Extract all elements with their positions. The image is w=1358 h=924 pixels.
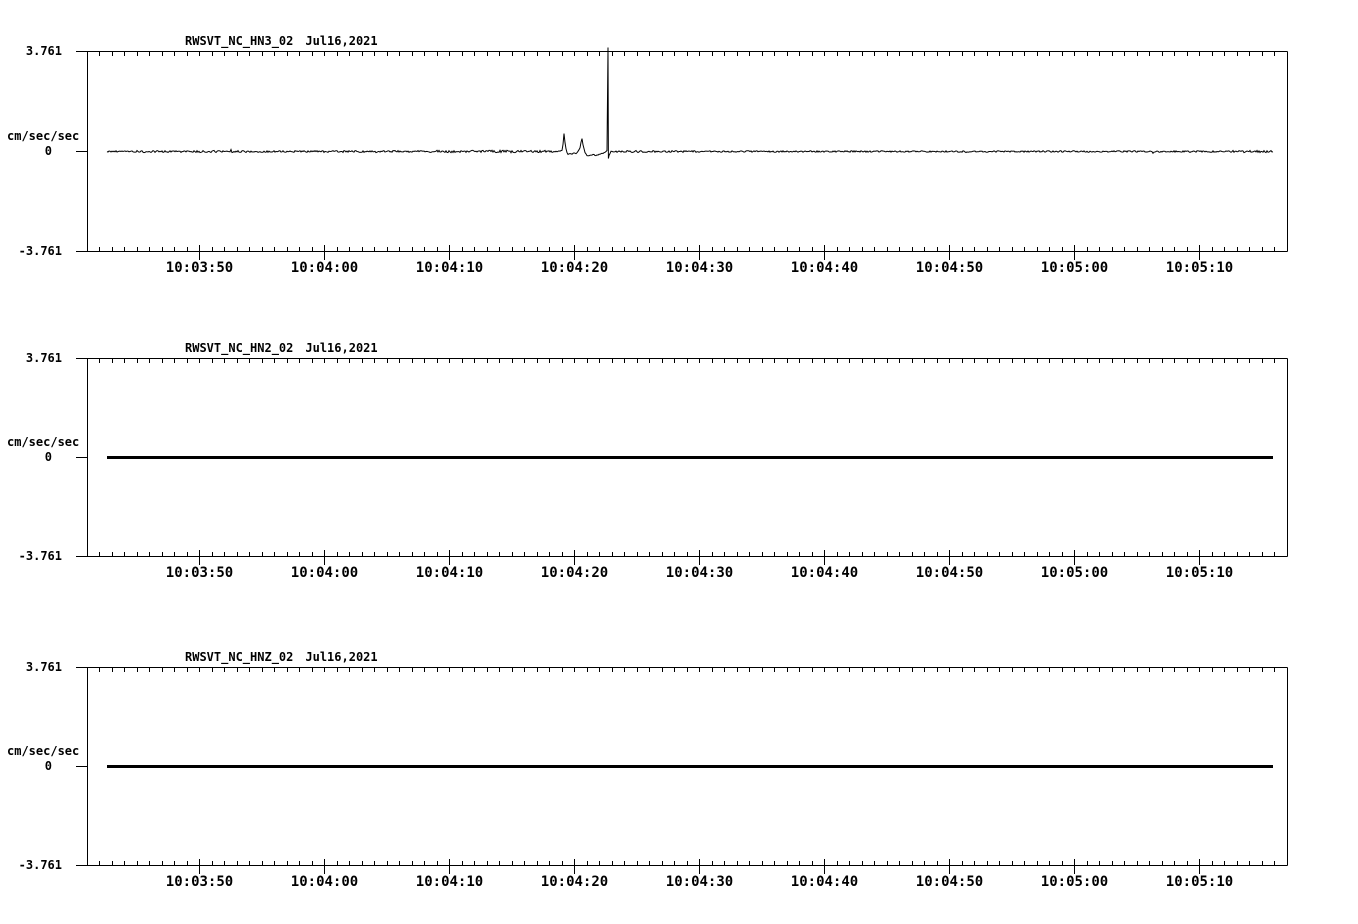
y-axis-units-label: cm/sec/sec [7,128,80,143]
panel-title: RWSVT_NC_HNZ_02 Jul16,2021 [185,651,378,664]
x-axis-time-label: 10:04:20 [540,260,609,276]
y-axis-max-label: 3.761 [25,43,62,58]
x-axis-time-label: 10:04:50 [915,565,984,581]
x-axis-time-label: 10:04:30 [665,565,734,581]
y-axis-min-label: -3.761 [18,243,62,258]
x-axis-time-label: 10:05:10 [1165,260,1234,276]
y-axis-zero-label: 0 [44,143,52,158]
x-axis-time-label: 10:04:20 [540,874,609,890]
y-axis-min-label: -3.761 [18,548,62,563]
panel-title: RWSVT_NC_HN3_02 Jul16,2021 [185,35,378,48]
axes-frame-and-ticks [76,358,1288,565]
x-axis-time-label: 10:04:00 [290,565,359,581]
x-axis-time-label: 10:03:50 [165,260,234,276]
x-axis-time-label: 10:05:00 [1040,565,1109,581]
x-axis-time-label: 10:05:10 [1165,874,1234,890]
x-axis-time-label: 10:04:50 [915,260,984,276]
x-axis-time-label: 10:05:00 [1040,260,1109,276]
x-axis-time-label: 10:04:10 [415,565,484,581]
station-channel-label: RWSVT_NC_HNZ_02 [185,650,294,664]
x-axis-time-label: 10:04:50 [915,874,984,890]
y-axis-min-label: -3.761 [18,857,62,872]
x-axis-time-label: 10:04:30 [665,260,734,276]
x-axis-time-label: 10:05:00 [1040,874,1109,890]
waveform-trace [106,47,1274,159]
x-axis-time-label: 10:04:40 [790,260,859,276]
axes-frame-and-ticks [76,51,1288,260]
x-axis-time-label: 10:03:50 [165,874,234,890]
date-label: Jul16,2021 [305,650,378,664]
date-label: Jul16,2021 [305,34,378,48]
y-axis-zero-label: 0 [44,758,52,773]
y-axis-units-label: cm/sec/sec [7,434,80,449]
x-axis-time-label: 10:04:10 [415,874,484,890]
x-axis-time-label: 10:04:40 [790,565,859,581]
x-axis-time-label: 10:04:00 [290,260,359,276]
x-axis-time-label: 10:04:30 [665,874,734,890]
station-channel-label: RWSVT_NC_HN3_02 [185,34,294,48]
y-axis-max-label: 3.761 [25,350,62,365]
y-axis-units-label: cm/sec/sec [7,743,80,758]
x-axis-time-label: 10:04:40 [790,874,859,890]
date-label: Jul16,2021 [305,341,378,355]
y-axis-zero-label: 0 [44,449,52,464]
panel-title: RWSVT_NC_HN2_02 Jul16,2021 [185,342,378,355]
x-axis-time-label: 10:04:00 [290,874,359,890]
x-axis-time-label: 10:04:20 [540,565,609,581]
x-axis-time-label: 10:03:50 [165,565,234,581]
x-axis-time-label: 10:05:10 [1165,565,1234,581]
y-axis-max-label: 3.761 [25,659,62,674]
station-channel-label: RWSVT_NC_HN2_02 [185,341,294,355]
axes-frame-and-ticks [76,667,1288,874]
x-axis-time-label: 10:04:10 [415,260,484,276]
